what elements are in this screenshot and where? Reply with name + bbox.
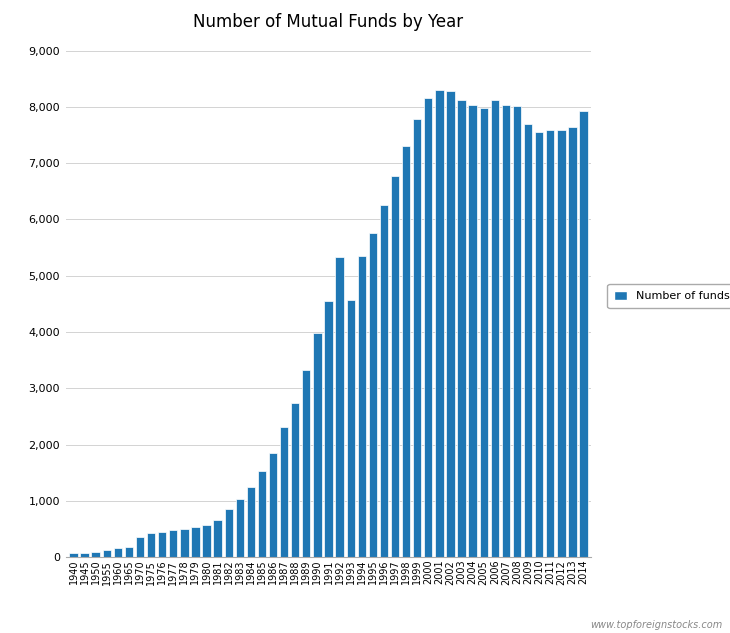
Bar <box>136 537 144 557</box>
Bar <box>435 90 444 557</box>
Bar <box>258 471 266 557</box>
Bar <box>302 370 310 557</box>
Bar <box>313 334 322 557</box>
Bar <box>347 300 355 557</box>
Bar <box>358 256 366 557</box>
Bar <box>147 533 155 557</box>
Bar <box>169 530 177 557</box>
Bar <box>413 118 421 557</box>
Bar <box>103 550 111 557</box>
Bar <box>236 499 244 557</box>
Legend: Number of funds: Number of funds <box>607 284 730 308</box>
Bar <box>535 132 543 557</box>
Bar <box>202 525 211 557</box>
Bar <box>557 130 566 557</box>
Bar <box>458 100 466 557</box>
Bar <box>91 551 100 557</box>
Bar <box>446 91 455 557</box>
Bar <box>114 548 122 557</box>
Bar <box>158 532 166 557</box>
Bar <box>125 548 133 557</box>
Bar <box>469 104 477 557</box>
Bar <box>580 111 588 557</box>
Bar <box>369 233 377 557</box>
Bar <box>269 453 277 557</box>
Bar <box>247 487 255 557</box>
Bar <box>335 258 344 557</box>
Text: www.topforeignstocks.com: www.topforeignstocks.com <box>591 620 723 630</box>
Bar <box>491 100 499 557</box>
Bar <box>546 130 554 557</box>
Bar <box>391 176 399 557</box>
Bar <box>513 106 521 557</box>
Bar <box>213 520 222 557</box>
Bar <box>180 529 188 557</box>
Bar <box>502 105 510 557</box>
Bar <box>225 509 233 557</box>
Bar <box>480 108 488 557</box>
Bar <box>291 403 299 557</box>
Bar <box>524 124 532 557</box>
Bar <box>191 527 199 557</box>
Bar <box>380 205 388 557</box>
Bar <box>402 146 410 557</box>
Bar <box>280 427 288 557</box>
Bar <box>69 553 77 557</box>
Bar <box>424 98 432 557</box>
Title: Number of Mutual Funds by Year: Number of Mutual Funds by Year <box>193 13 464 30</box>
Bar <box>324 301 333 557</box>
Bar <box>80 553 89 557</box>
Bar <box>568 127 577 557</box>
